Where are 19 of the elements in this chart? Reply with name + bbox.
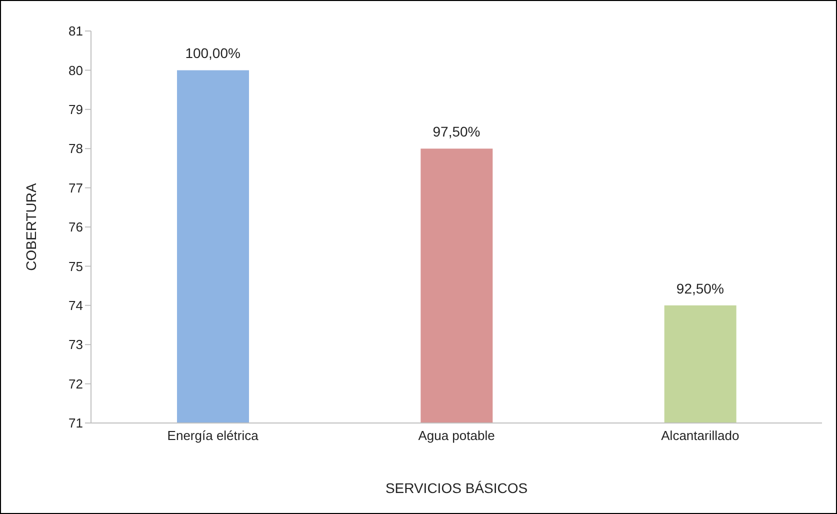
y-tick-label: 81 xyxy=(68,24,83,39)
y-tick-label: 75 xyxy=(68,258,83,274)
y-axis-title: COBERTURA xyxy=(22,182,39,271)
annotation: 92,50% xyxy=(676,280,724,296)
y-tick-label: 71 xyxy=(68,416,83,431)
y-tick-label: 78 xyxy=(68,141,83,156)
y-tick-label: 73 xyxy=(68,337,83,352)
x-tick-label: Alcantarillado xyxy=(661,428,740,444)
x-tick-label: Agua potable xyxy=(418,428,495,444)
y-tick-label: 74 xyxy=(68,298,83,314)
annotation: 100,00% xyxy=(185,45,240,62)
x-axis-title: SERVICIOS BÁSICOS xyxy=(385,480,528,496)
annotation: 97,50% xyxy=(432,124,480,140)
y-tick-label: 79 xyxy=(68,102,83,118)
y-tick-label: 77 xyxy=(68,180,83,196)
x-tick-label: Energía elétrica xyxy=(167,428,260,444)
y-tick-label: 80 xyxy=(68,62,83,78)
y-tick-label: 76 xyxy=(68,220,83,235)
y-tick-label: 72 xyxy=(68,376,83,392)
